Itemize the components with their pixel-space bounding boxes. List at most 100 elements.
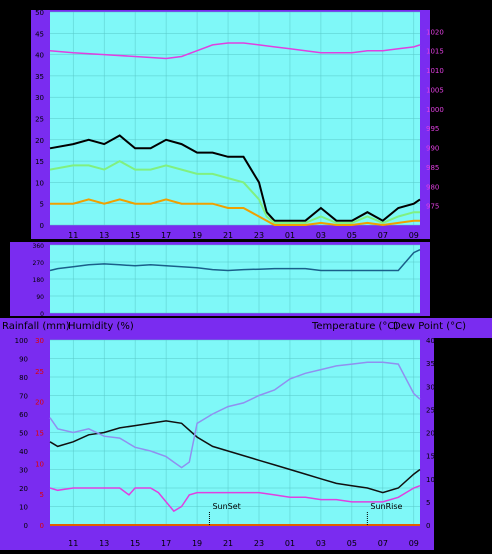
wind-tick-9: 45 (35, 30, 44, 38)
temp-xtick-4: 19 (192, 539, 202, 548)
baro-tick-1: 980 (426, 183, 439, 191)
wind-tick-10: 50 (35, 9, 44, 17)
hum-tick-7: 70 (19, 393, 28, 401)
temp-xtick-2: 15 (130, 539, 140, 548)
hum-tick-4: 40 (19, 448, 28, 456)
hum-tick-0: 0 (24, 522, 28, 530)
temp-xtick-5: 21 (223, 539, 233, 548)
rain-tick-3: 15 (35, 430, 44, 438)
hum-tick-2: 20 (19, 485, 28, 493)
dew-axis-title: Dew Point (°C) (393, 321, 467, 332)
wind-axis-title: Windspeed (kph) (40, 0, 125, 10)
series-humidity- (49, 361, 421, 469)
hum-tick-3: 30 (19, 467, 28, 475)
hum-tick-5: 50 (19, 430, 28, 438)
temp-tick-3: 15 (426, 453, 435, 461)
dir-tick-0: 360 (33, 243, 45, 250)
compass-n-bottom: N (436, 303, 444, 314)
wind-xtick-5: 21 (223, 231, 233, 240)
wind-xtick-4: 19 (192, 231, 202, 240)
series-average (50, 198, 420, 227)
baro-tick-0: 975 (426, 203, 439, 211)
wind-tick-8: 40 (35, 52, 44, 60)
temp-tick-7: 35 (426, 360, 435, 368)
baro-tick-6: 1005 (426, 86, 444, 94)
annotation-sunrise: SunRise (370, 502, 402, 511)
baro-tick-3: 990 (426, 145, 439, 153)
temp-xtick-8: 03 (316, 539, 326, 548)
wind-tick-3: 15 (35, 158, 44, 166)
wind-tick-4: 20 (35, 137, 44, 145)
wind-xtick-8: 03 (316, 231, 326, 240)
wind-xtick-1: 13 (99, 231, 109, 240)
dir-tick-1: 270 (33, 260, 45, 267)
temp-xtick-0: 11 (68, 539, 78, 548)
wind-xtick-6: 23 (254, 231, 264, 240)
rain-axis-title: Rainfall (mm) (2, 321, 70, 332)
wind-xtick-2: 15 (130, 231, 140, 240)
wind-xtick-9: 05 (347, 231, 357, 240)
dir-tick-4: 0 (40, 311, 44, 318)
wind-tick-6: 30 (35, 94, 44, 102)
baro-tick-8: 1015 (426, 48, 444, 56)
temp-xtick-9: 05 (347, 539, 357, 548)
temp-tick-5: 25 (426, 406, 435, 414)
baro-tick-4: 995 (426, 125, 439, 133)
series-direction (49, 249, 421, 272)
hum-tick-8: 80 (19, 374, 28, 382)
compass-e: E (436, 287, 443, 298)
wind-tick-1: 5 (40, 201, 44, 209)
wind-xtick-7: 01 (285, 231, 295, 240)
rain-tick-4: 20 (35, 399, 44, 407)
baro-tick-5: 1000 (426, 106, 444, 114)
rain-tick-5: 25 (35, 368, 44, 376)
series-windspeed (49, 159, 420, 224)
label-strip (0, 318, 492, 338)
hum-tick-9: 90 (19, 356, 28, 364)
wind-xtick-11: 09 (409, 231, 419, 240)
annotation-sunset: SunSet (212, 502, 240, 511)
temp-tick-1: 5 (426, 499, 430, 507)
rain-tick-6: 30 (35, 337, 44, 345)
wind-xtick-0: 11 (68, 231, 78, 240)
baro-tick-7: 1010 (426, 67, 444, 75)
wind-xtick-10: 07 (378, 231, 388, 240)
temp-xtick-11: 09 (409, 539, 419, 548)
humidity-axis-title: Humidity (%) (68, 321, 134, 332)
hum-tick-1: 10 (19, 504, 28, 512)
dir-tick-2: 180 (33, 277, 45, 284)
compass-w: W (436, 254, 446, 265)
rain-tick-0: 0 (40, 522, 44, 530)
temp-tick-4: 20 (426, 430, 435, 438)
wind-tick-5: 25 (35, 116, 44, 124)
wind-tick-7: 35 (35, 73, 44, 81)
wind-xtick-3: 17 (161, 231, 171, 240)
temp-tick-6: 30 (426, 383, 435, 391)
temp-axis-title: Temperature (°C) (312, 321, 399, 332)
rain-tick-2: 10 (35, 460, 44, 468)
temp-tick-2: 10 (426, 476, 435, 484)
chart-title: 24 hour graph day : 22 November 2019 (172, 0, 372, 10)
wind-tick-2: 10 (35, 179, 44, 187)
baro-tick-2: 985 (426, 164, 439, 172)
temp-xtick-3: 17 (161, 539, 171, 548)
hum-tick-10: 100 (15, 337, 28, 345)
wind-tick-0: 0 (40, 222, 44, 230)
baro-tick-9: 1020 (426, 28, 444, 36)
temp-xtick-6: 23 (254, 539, 264, 548)
temp-tick-8: 40 (426, 337, 435, 345)
dir-tick-3: 90 (36, 294, 44, 301)
baro-axis-title: Barometer (hpa) (370, 0, 453, 10)
hum-tick-6: 60 (19, 411, 28, 419)
temp-xtick-10: 07 (378, 539, 388, 548)
compass-s: S (436, 270, 443, 281)
series-temperature-c- (49, 420, 421, 494)
compass-n-top: N (436, 238, 444, 249)
series-gust (49, 134, 421, 222)
series-barometer-hpa- (49, 42, 421, 60)
temp-xtick-1: 13 (99, 539, 109, 548)
rain-tick-1: 5 (40, 491, 44, 499)
temp-xtick-7: 01 (285, 539, 295, 548)
temp-tick-0: 0 (426, 522, 430, 530)
